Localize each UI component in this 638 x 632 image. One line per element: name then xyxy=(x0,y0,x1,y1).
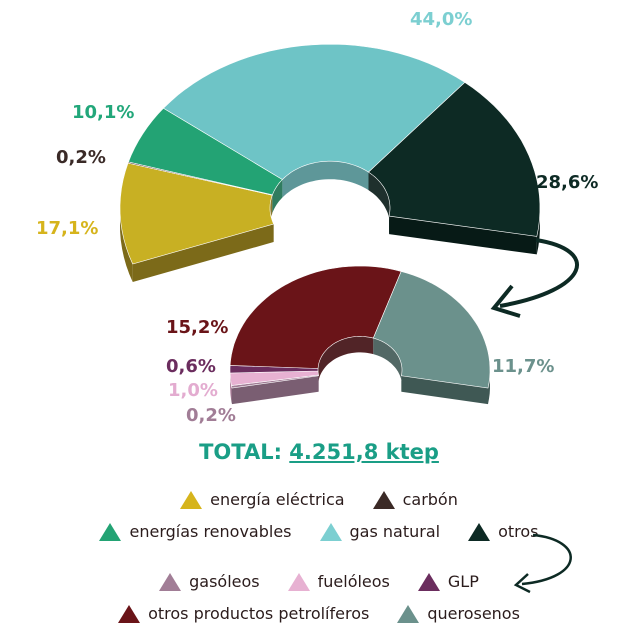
cap-energia-electrica xyxy=(132,224,274,282)
legend-label: GLP xyxy=(447,572,479,591)
inner-wall-gas-natural xyxy=(282,161,369,198)
slice-otros xyxy=(368,82,541,237)
legend-item-glp: GLP xyxy=(417,572,479,591)
slice-querosenos xyxy=(372,271,491,389)
triangle-marker-icon xyxy=(287,572,310,591)
triangle-marker-icon xyxy=(468,522,491,541)
legend-label: fuelóleos xyxy=(317,572,390,591)
label-gasoleos: 0,2% xyxy=(186,405,236,426)
cap-gasoleos xyxy=(232,375,319,405)
triangle-marker-icon xyxy=(319,522,342,541)
label-energias-renovables: 10,1% xyxy=(72,102,134,123)
triangle-marker-icon xyxy=(372,490,395,509)
label-glp: 0,6% xyxy=(166,356,216,377)
label-querosenos: 11,7% xyxy=(492,356,554,377)
total-line: TOTAL: 4.251,8 ktep xyxy=(0,440,638,464)
legend-row-1: energía eléctrica carbón xyxy=(0,490,638,509)
total-prefix: TOTAL: xyxy=(199,440,282,464)
legend-label: querosenos xyxy=(427,604,520,623)
label-otros-productos-petroliferos: 15,2% xyxy=(166,317,228,338)
inner-wall-otros xyxy=(368,172,390,235)
legend-item-carbon: carbón xyxy=(372,490,458,509)
cap-otros xyxy=(389,216,537,255)
label-fueloleos: 1,0% xyxy=(168,380,218,401)
inner-wall-otros-productos-petroliferos xyxy=(318,336,374,385)
legend-item-gas-natural: gas natural xyxy=(319,522,441,541)
triangle-marker-icon xyxy=(417,572,440,591)
legend-item-querosenos: querosenos xyxy=(397,604,520,623)
legend-label: carbón xyxy=(402,490,458,509)
triangle-marker-icon xyxy=(180,490,203,509)
legend-label: otros productos petrolíferos xyxy=(148,604,370,623)
triangle-marker-icon xyxy=(99,522,122,541)
legend-label: gas natural xyxy=(349,522,441,541)
legend-label: otros xyxy=(498,522,539,541)
label-energia-electrica: 17,1% xyxy=(36,218,98,239)
legend-item-otros-productos-petroliferos: otros productos petrolíferos xyxy=(118,604,369,623)
legend-row-2: energías renovables gas natural otros xyxy=(0,522,638,541)
legend-item-otros: otros xyxy=(468,522,539,541)
label-otros: 28,6% xyxy=(536,172,598,193)
wall-gasoleos xyxy=(231,385,232,405)
legend-label: energías renovables xyxy=(129,522,292,541)
label-gas-natural: 44,0% xyxy=(410,9,472,30)
legend-item-gasoleos: gasóleos xyxy=(159,572,260,591)
legend-item-energias-renovables: energías renovables xyxy=(99,522,292,541)
total-value: 4.251,8 ktep xyxy=(289,440,439,464)
legend-row-3: gasóleos fuelóleos GLP xyxy=(0,572,638,591)
triangle-marker-icon xyxy=(159,572,182,591)
legend-item-fueloleos: fuelóleos xyxy=(287,572,390,591)
legend-label: energía eléctrica xyxy=(210,490,345,509)
legend-item-energia-electrica: energía eléctrica xyxy=(180,490,345,509)
donut-petroleum xyxy=(229,265,491,405)
legend-label: gasóleos xyxy=(189,572,260,591)
percentage-labels: 17,1% 0,2% 10,1% 44,0% 28,6% 0,2% 1,0% 0,6% 15,2… xyxy=(36,9,598,426)
cap-querosenos xyxy=(401,375,488,405)
triangle-marker-icon xyxy=(397,604,420,623)
donut-total-energy xyxy=(119,43,541,282)
arrow-otros-to-breakdown-icon xyxy=(499,238,579,308)
arrow1-head-icon xyxy=(490,284,521,318)
label-carbon: 0,2% xyxy=(56,147,106,168)
legend-row-4: otros productos petrolíferos querosenos xyxy=(0,604,638,623)
triangle-marker-icon xyxy=(118,604,141,623)
inner-wall-energias-renovables xyxy=(272,179,283,213)
